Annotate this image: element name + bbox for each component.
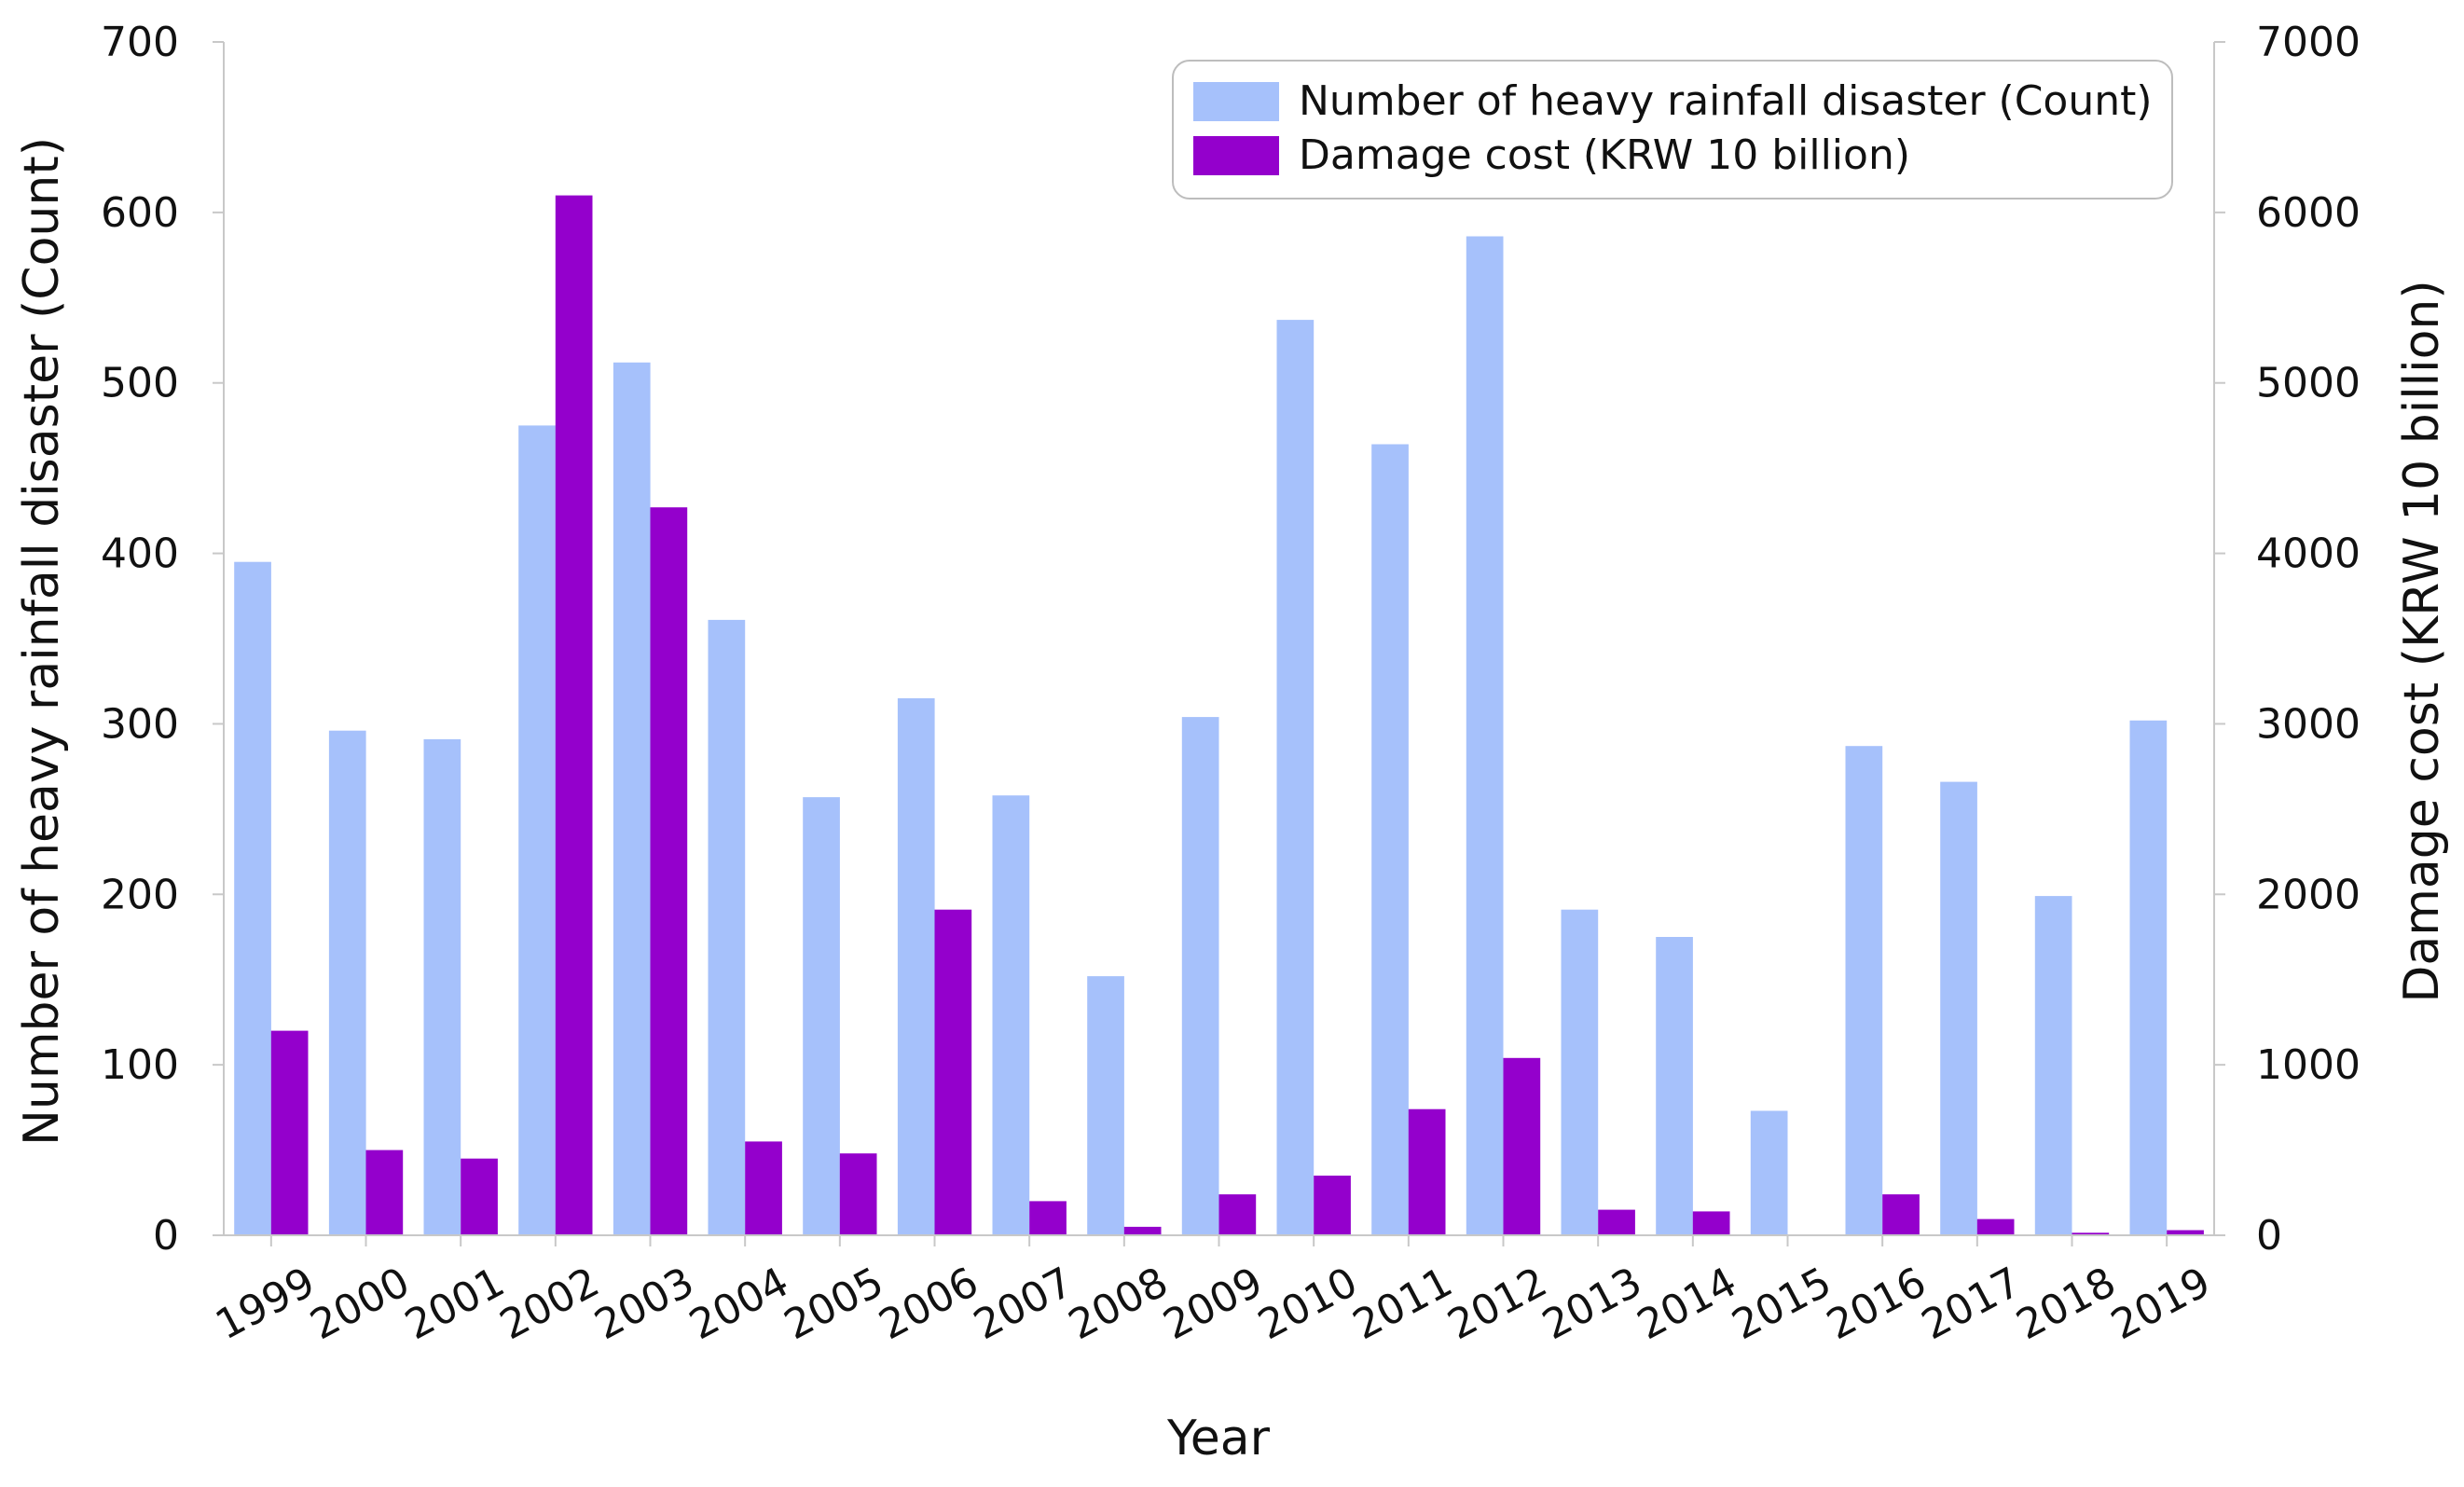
count-bar-2013 [1561,909,1599,1235]
cost-bars [270,195,2204,1236]
x-tick-label-2012: 2012 [1440,1259,1555,1350]
x-tick-label-2001: 2001 [398,1259,513,1350]
cost-bar-2018 [2072,1232,2110,1235]
right-tick-label: 5000 [2256,360,2361,407]
right-tick-label: 0 [2256,1212,2282,1260]
right-tick-label: 7000 [2256,19,2361,66]
left-tick-label: 200 [101,871,179,918]
x-tick-label-2007: 2007 [967,1259,1081,1350]
x-tick-label-2015: 2015 [1725,1259,1839,1350]
count-bar-2014 [1656,937,1693,1235]
left-tick-label: 300 [101,700,179,748]
left-y-ticks: 0 100 200 300 400 500 600 700 [101,19,224,1260]
x-tick-label-2004: 2004 [682,1259,797,1350]
x-tick-label-2009: 2009 [1156,1259,1271,1350]
count-bar-1999 [234,561,271,1235]
left-tick-label: 500 [101,360,179,407]
count-bar-2011 [1371,444,1409,1235]
x-ticks: 1999200020012002200320042005200620072008… [208,1235,2218,1349]
cost-bar-2008 [1123,1226,1162,1235]
x-tick-label-2008: 2008 [1061,1259,1176,1350]
count-bar-2005 [803,797,840,1235]
right-y-axis-title: Damage cost (KRW 10 billion) [2394,280,2450,1002]
right-tick-label: 2000 [2256,871,2361,918]
legend-swatch-cost [1193,136,1279,175]
right-tick-label: 6000 [2256,189,2361,237]
cost-bar-2014 [1692,1211,1730,1235]
cost-bar-2002 [555,195,593,1236]
cost-bar-2006 [934,909,972,1235]
left-tick-label: 700 [101,19,179,66]
cost-bar-2011 [1408,1108,1446,1235]
x-axis-title: Year [1166,1411,1271,1466]
count-bar-2012 [1466,236,1504,1235]
count-bar-2007 [992,795,1030,1235]
x-tick-label-2003: 2003 [587,1259,702,1350]
count-bar-2006 [897,698,935,1235]
count-bar-2008 [1087,976,1124,1235]
count-bar-2002 [518,425,556,1235]
cost-bar-2019 [2167,1230,2204,1235]
cost-bar-2005 [839,1153,877,1235]
count-bar-2017 [1940,781,1977,1235]
count-bar-2019 [2129,720,2168,1235]
left-tick-label: 100 [101,1041,179,1089]
count-bar-2004 [708,619,746,1235]
cost-bar-2000 [365,1150,404,1235]
right-tick-label: 3000 [2256,700,2361,748]
x-tick-label-2010: 2010 [1251,1259,1366,1350]
count-bar-2018 [2034,896,2072,1235]
cost-bar-2016 [1882,1194,1920,1235]
left-tick-label: 0 [153,1212,179,1260]
cost-bar-1999 [270,1030,309,1235]
legend: Number of heavy rainfall disaster (Count… [1172,60,2173,200]
count-bar-2001 [423,738,461,1235]
count-bar-2003 [613,362,651,1235]
x-tick-label-2006: 2006 [872,1259,986,1350]
x-tick-label-2016: 2016 [1820,1259,1934,1350]
cost-bar-2010 [1314,1176,1351,1235]
legend-box [1172,60,2173,200]
left-y-axis-title: Number of heavy rainfall disaster (Count… [14,137,70,1146]
count-bar-2000 [328,730,366,1235]
cost-bar-2007 [1029,1201,1067,1235]
cost-bar-2012 [1503,1057,1541,1235]
count-bar-2009 [1181,717,1219,1235]
cost-bar-2001 [461,1158,498,1235]
legend-label-count: Number of heavy rainfall disaster (Count… [1299,77,2153,125]
legend-swatch-count [1193,82,1279,121]
count-bar-2010 [1276,320,1315,1236]
right-tick-label: 1000 [2256,1041,2361,1089]
x-tick-label-2002: 2002 [492,1259,607,1350]
x-tick-label-1999: 1999 [208,1259,323,1350]
cost-bar-2003 [650,507,688,1235]
count-bar-2015 [1750,1110,1788,1235]
cost-bar-2013 [1598,1209,1635,1235]
x-tick-label-2005: 2005 [777,1259,891,1350]
cost-bar-2017 [1976,1219,2015,1235]
x-tick-label-2013: 2013 [1535,1259,1650,1350]
cost-bar-2009 [1218,1194,1257,1235]
cost-bar-2004 [745,1141,782,1235]
right-tick-label: 4000 [2256,530,2361,578]
count-bar-2016 [1845,746,1883,1235]
x-tick-label-2019: 2019 [2104,1259,2219,1350]
left-tick-label: 400 [101,530,179,578]
x-tick-label-2000: 2000 [303,1259,418,1350]
count-bars [234,236,2168,1236]
x-tick-label-2014: 2014 [1630,1259,1744,1350]
x-tick-label-2017: 2017 [1914,1259,2029,1350]
right-y-ticks: 0 1000 2000 3000 4000 5000 6000 7000 [2214,19,2361,1260]
x-tick-label-2018: 2018 [2009,1259,2124,1350]
x-tick-label-2011: 2011 [1345,1259,1460,1350]
legend-label-cost: Damage cost (KRW 10 billion) [1299,131,1910,179]
left-tick-label: 600 [101,189,179,237]
